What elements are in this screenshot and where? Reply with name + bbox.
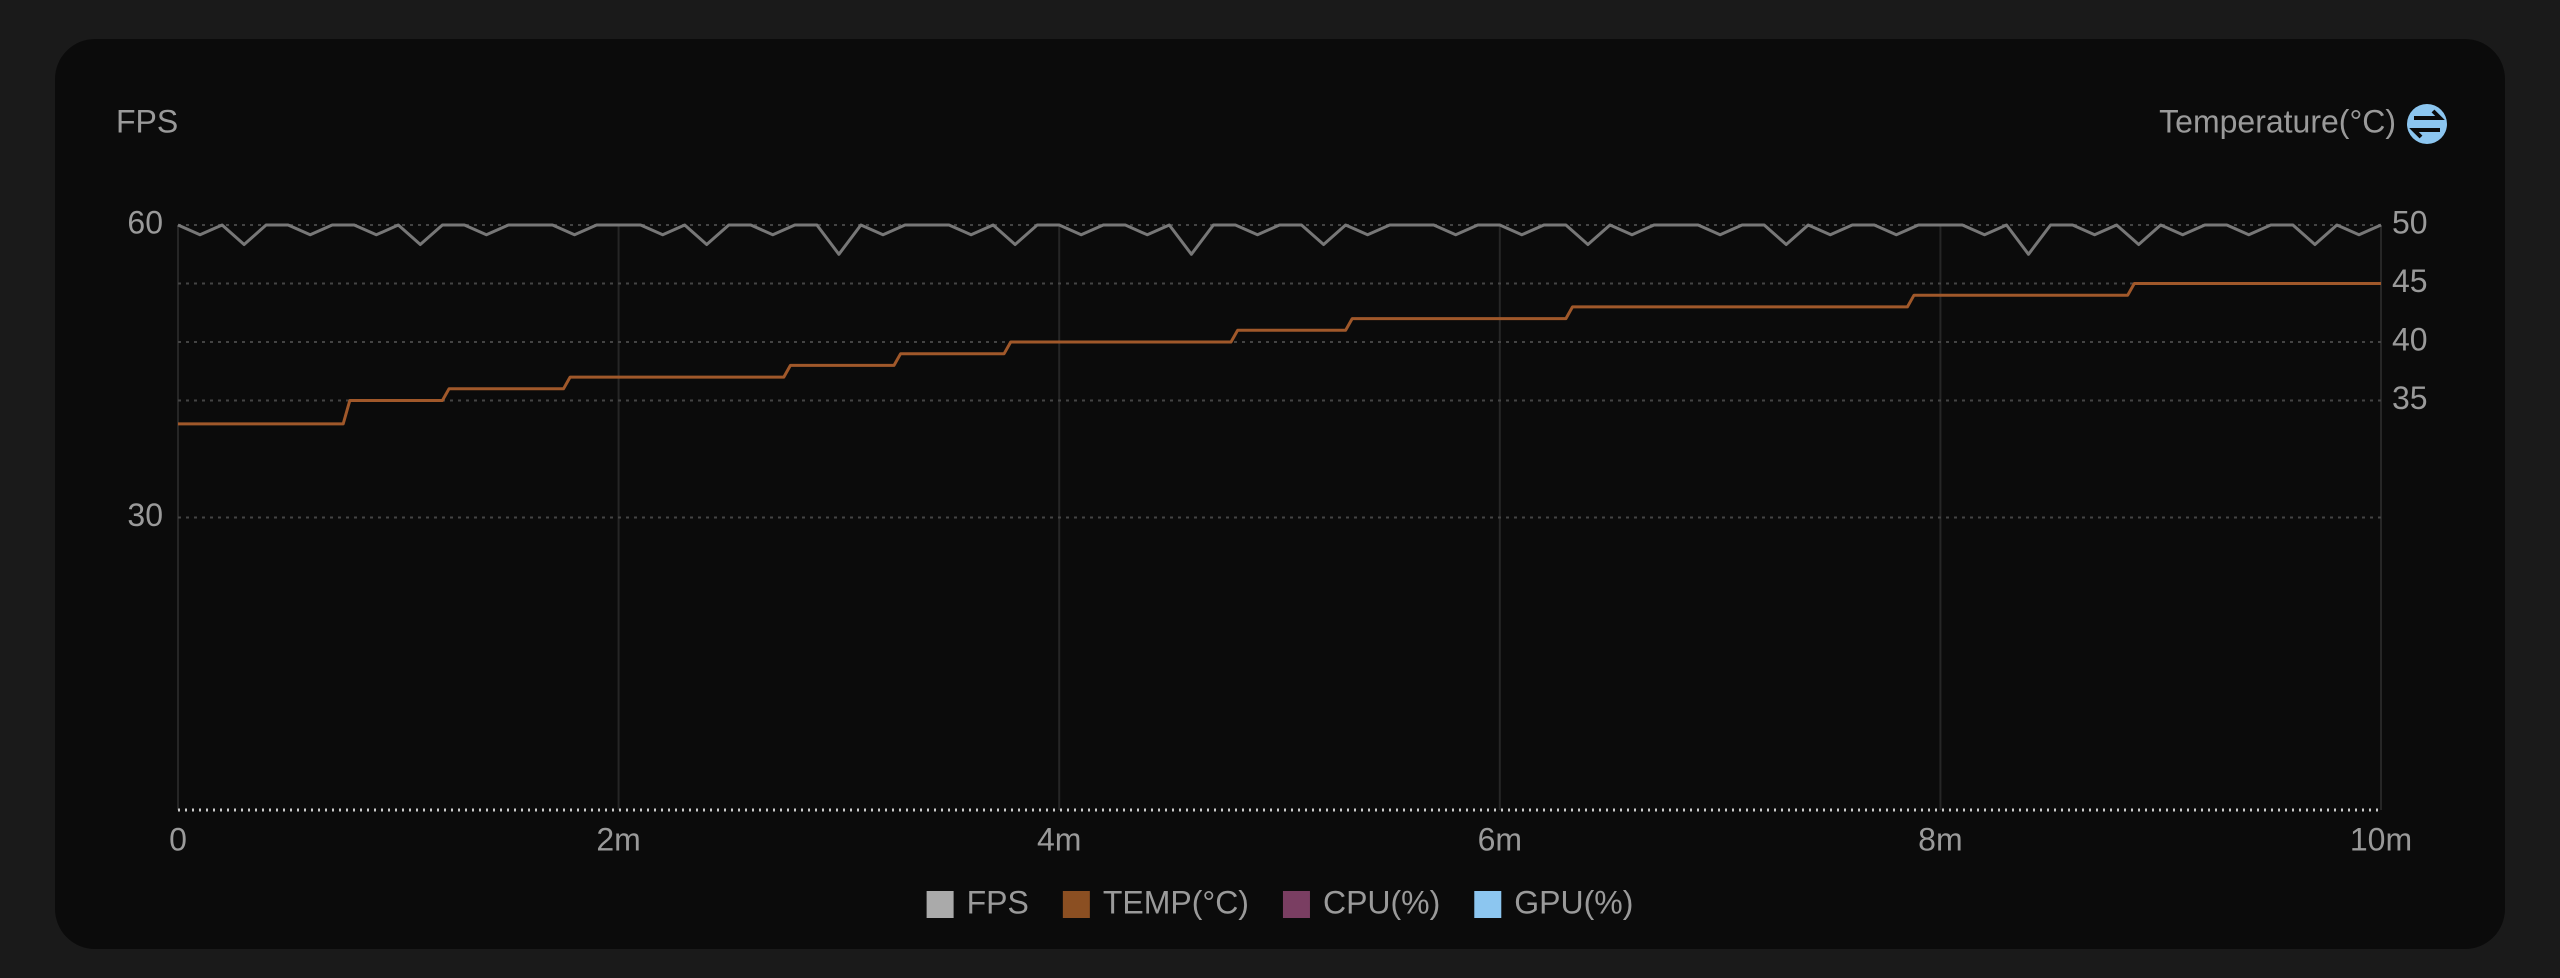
y2-tick-label: 35 <box>2392 380 2428 416</box>
x-tick-label: 10m <box>2350 821 2412 857</box>
x-tick-label: 6m <box>1478 821 1522 857</box>
legend-label: FPS <box>967 884 1029 920</box>
y-tick-label: 30 <box>127 497 163 533</box>
y2-axis-title: Temperature(°C) <box>2159 103 2396 139</box>
x-tick-label: 0 <box>169 821 187 857</box>
legend-item[interactable]: GPU(%) <box>1474 884 1633 920</box>
legend-swatch <box>1062 891 1090 918</box>
legend-item[interactable]: FPS <box>926 884 1029 920</box>
legend-swatch <box>1474 891 1502 918</box>
x-tick-label: 2m <box>596 821 640 857</box>
legend-item[interactable]: TEMP(°C) <box>1062 884 1249 920</box>
legend-swatch <box>1282 891 1310 918</box>
swap-axis-button[interactable] <box>2407 104 2447 144</box>
y2-tick-label: 40 <box>2392 321 2428 357</box>
y-tick-label: 60 <box>127 204 163 240</box>
x-tick-label: 8m <box>1918 821 1962 857</box>
y-axis-title: FPS <box>116 103 178 139</box>
y2-tick-label: 50 <box>2392 204 2428 240</box>
legend-label: CPU(%) <box>1323 884 1440 920</box>
legend-swatch <box>926 891 954 918</box>
series-line <box>177 223 2382 256</box>
series-line <box>178 282 2381 426</box>
swap-icon[interactable] <box>2407 104 2447 144</box>
legend-item[interactable]: CPU(%) <box>1282 884 1440 920</box>
legend: FPS TEMP(°C) CPU(%) GPU(%) <box>926 884 1633 920</box>
x-tick-label: 4m <box>1037 821 1081 857</box>
legend-label: GPU(%) <box>1514 884 1633 920</box>
legend-label: TEMP(°C) <box>1103 884 1249 920</box>
card <box>55 39 2505 949</box>
y2-tick-label: 45 <box>2392 263 2428 299</box>
swap-arrows <box>2409 109 2445 139</box>
